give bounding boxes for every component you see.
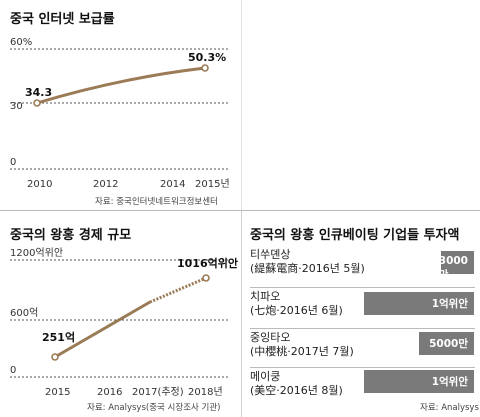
chart3-company-detail: (緹蘇電商·2016년 5월) <box>250 262 365 275</box>
chart2-xtick-label-2016: 2016 <box>97 387 122 398</box>
chart3-bar-value-label: 5000만 <box>429 338 468 350</box>
chart3-company-detail: (七炮·2016년 6월) <box>250 304 343 317</box>
chart3-row-1-label: 티쑤뎬상 (緹蘇電商·2016년 5월) <box>250 248 365 276</box>
chart3-company-name: 티쑤뎬상 <box>250 248 291 261</box>
chart3-bar: 5000만 <box>419 332 474 355</box>
chart3-bar: 1억위안 <box>364 292 474 315</box>
chart2-xtick-label-2017: 2017(추정) <box>132 386 184 398</box>
chart3-company-name: 치파오 <box>250 290 281 303</box>
chart3-company-detail: (美空·2016년 8월) <box>250 384 343 397</box>
chart1-xtick-label-2014: 2014 <box>160 179 185 190</box>
chart2-series-line-solid <box>54 300 151 359</box>
section-divider-vertical <box>241 0 242 210</box>
chart3-company-name: 메이쿵 <box>250 370 281 383</box>
chart1-data-label-2010: 34.3 <box>25 86 52 99</box>
chart3-bar: 3000만 <box>439 251 474 281</box>
chart3-company-detail: (中櫻桃·2017년 7월) <box>250 345 354 358</box>
chart2-title: 중국의 왕홍 경제 규모 <box>10 228 132 243</box>
chart1-svg: 60% 30 0 34.3 50.3% 2010 2012 2014 2015년 <box>10 37 230 190</box>
chart2-point-2018 <box>202 274 210 282</box>
chart1-point-2015 <box>201 64 209 72</box>
chart2-source: 자료: Analysys(중국 시장조사 기관) <box>87 403 221 413</box>
chart1-ytick-label-0: 0 <box>10 157 16 168</box>
chart3-bar-value-label: 3000만 <box>438 255 468 281</box>
chart3-row-divider <box>250 287 475 288</box>
chart3-row-divider <box>250 328 475 329</box>
chart3-company-name: 중잉타오 <box>250 331 291 344</box>
chart1-data-label-2015: 50.3% <box>188 51 226 64</box>
chart3-row-2-label: 치파오 (七炮·2016년 6월) <box>250 290 343 318</box>
chart2-data-label-2015: 251억 <box>42 331 75 344</box>
chart1-point-2010 <box>33 99 41 107</box>
chart3-bar: 1억위안 <box>364 370 474 393</box>
chart3-title: 중국의 왕홍 인큐베이팅 기업들 투자액 <box>250 228 460 243</box>
chart2-series-line-projected <box>149 276 207 304</box>
chart3-bar-value-label: 1억위안 <box>431 298 468 310</box>
chart3-row-3-label: 중잉타오 (中櫻桃·2017년 7월) <box>250 331 354 359</box>
chart2-ytick-label-0: 0 <box>10 365 16 376</box>
chart2-ytick-label-1200: 1200억위안 <box>10 246 63 259</box>
section-divider-vertical-bottom <box>241 211 242 417</box>
chart2-point-2015 <box>51 353 59 361</box>
chart1-xtick-label-2010: 2010 <box>27 179 52 190</box>
chart1-title: 중국 인터넷 보급률 <box>10 12 115 27</box>
chart1-xtick-label-2012: 2012 <box>93 179 118 190</box>
chart2-xtick-label-2018: 2018년 <box>188 386 223 398</box>
chart2-ytick-label-600: 600억 <box>10 307 38 319</box>
chart2-svg: 1200억위안 600억 0 251억 1016억위안 2015 2016 20… <box>10 246 238 398</box>
chart1-ytick-label-60: 60% <box>10 37 32 48</box>
chart2-data-label-2018: 1016억위안 <box>177 256 238 270</box>
chart1-ytick-label-30: 30 <box>10 101 23 112</box>
chart1-series-line <box>36 66 206 105</box>
chart2-xtick-label-2015: 2015 <box>45 387 70 398</box>
chart3-row-divider <box>250 367 475 368</box>
chart3-row-4-label: 메이쿵 (美空·2016년 8월) <box>250 370 343 398</box>
chart3-source: 자료: Analysys <box>420 403 479 413</box>
chart1-xtick-label-2015: 2015년 <box>195 178 230 190</box>
section-divider-horizontal <box>0 210 480 211</box>
chart3-bar-value-label: 1억위안 <box>431 376 468 388</box>
chart1-source: 자료: 중국인터넷네트워크정보센터 <box>95 197 218 207</box>
